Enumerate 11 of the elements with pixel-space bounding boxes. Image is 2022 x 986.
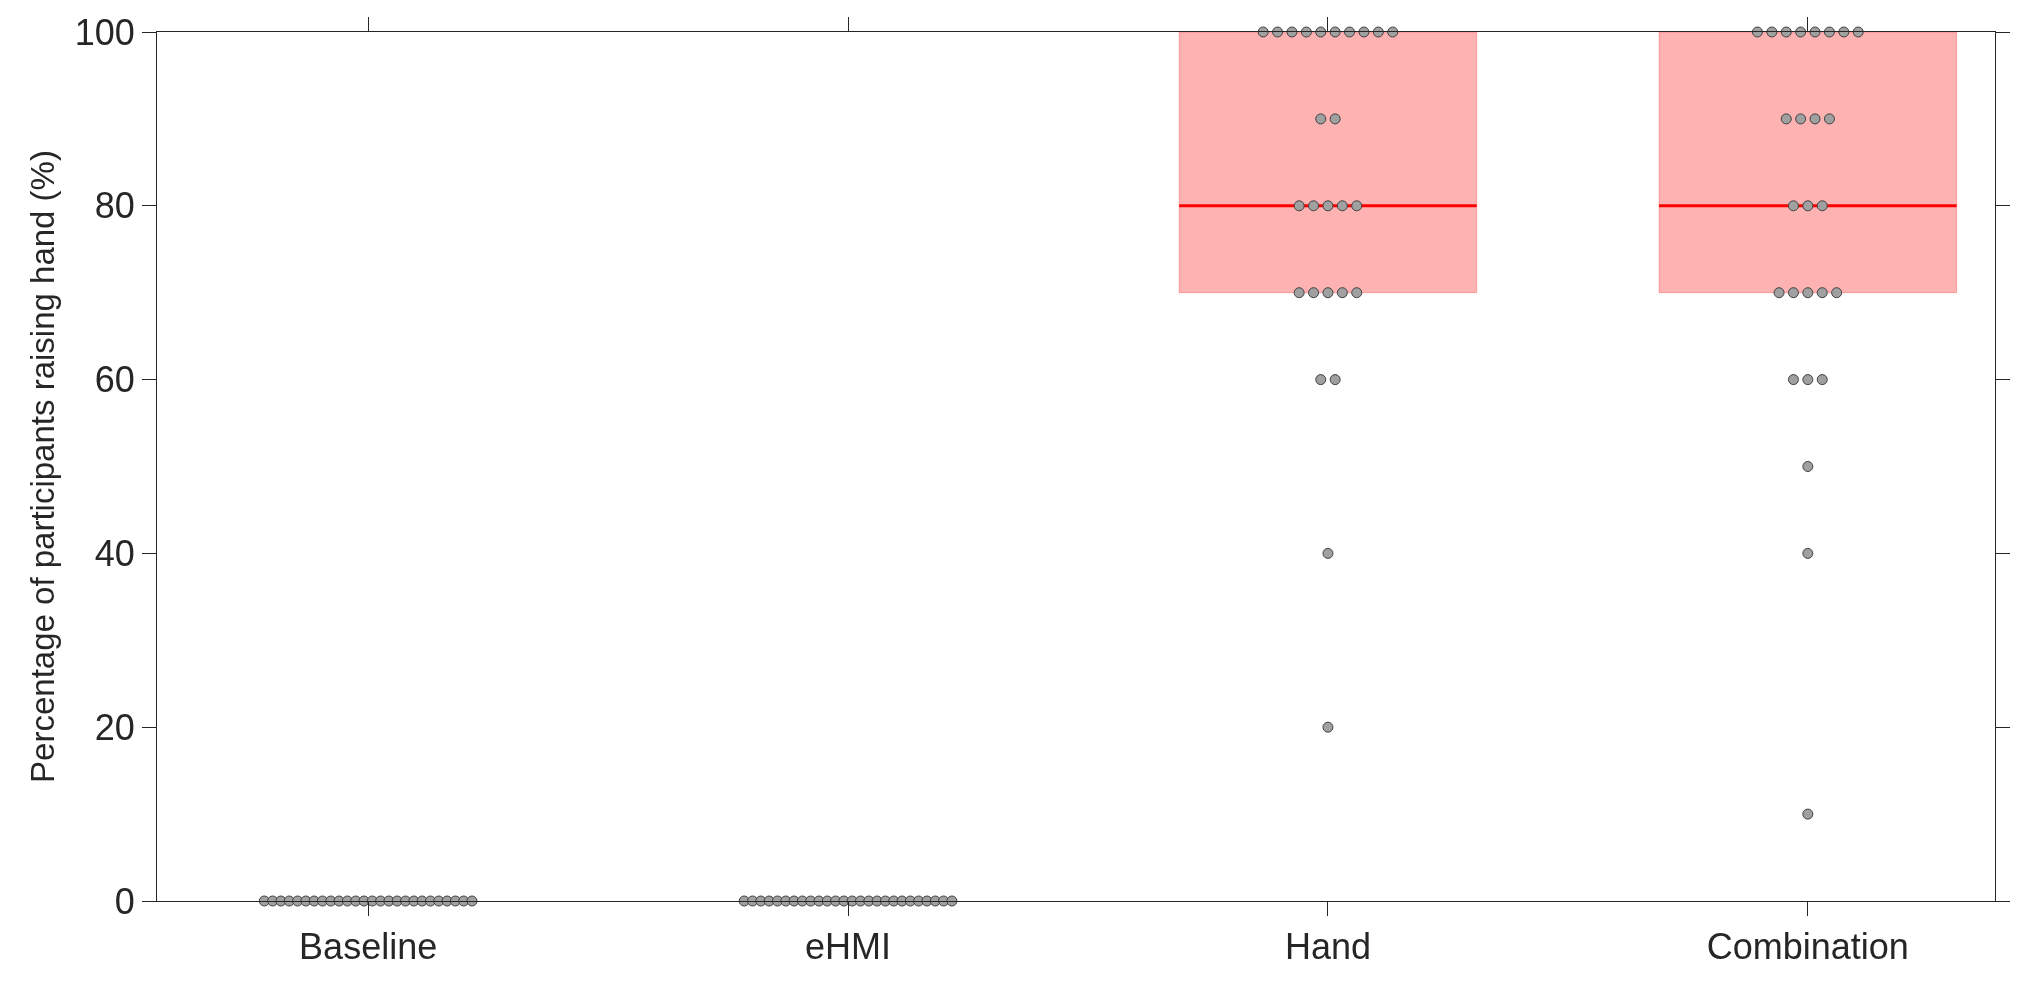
y-tick-label: 60 bbox=[94, 359, 135, 401]
y-tick-label: 0 bbox=[114, 880, 135, 922]
x-tick-label: eHMI bbox=[805, 926, 892, 968]
y-tick-label: 40 bbox=[94, 533, 135, 574]
y-axis-title: Percentage of participants raising hand (%) bbox=[23, 150, 61, 783]
y-tick-label: 20 bbox=[94, 706, 135, 748]
x-tick-label: Combination bbox=[1706, 926, 1909, 968]
x-tick-label: Hand bbox=[1284, 926, 1371, 968]
x-tick-label: Baseline bbox=[299, 926, 438, 968]
y-tick-label: 80 bbox=[94, 185, 135, 227]
y-tick-label: 100 bbox=[74, 11, 135, 53]
